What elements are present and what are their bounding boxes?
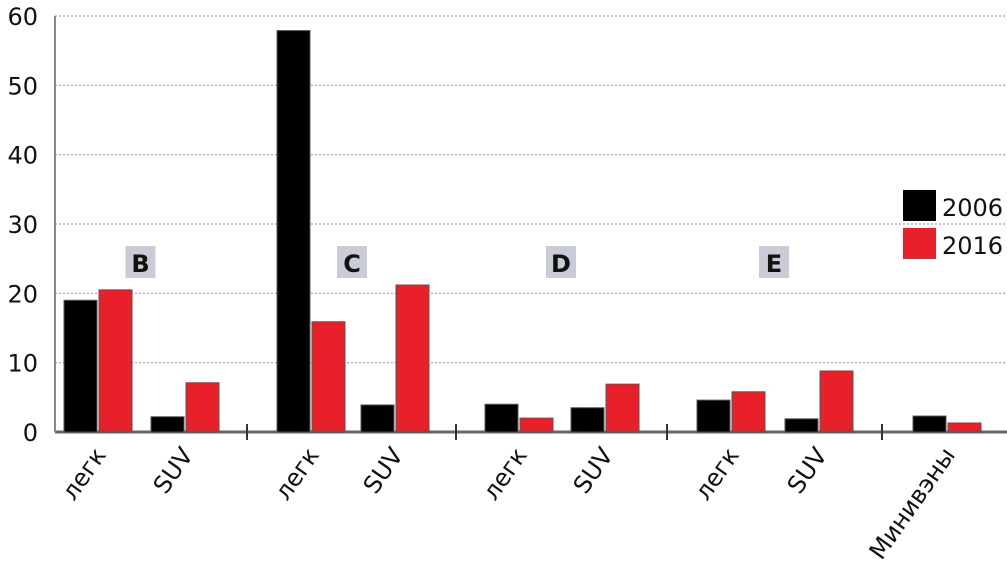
bar: [360, 404, 395, 433]
y-tick-label: 40: [7, 142, 38, 170]
group-label: C: [343, 250, 361, 278]
bar: [63, 299, 98, 433]
legend-label: 2006: [942, 194, 1003, 222]
bar: [570, 407, 605, 433]
bar: [276, 30, 311, 433]
bar: [912, 415, 947, 433]
legend-swatch: [903, 228, 936, 259]
x-tick-label: SUV: [568, 442, 620, 499]
group-label: D: [551, 250, 571, 278]
bar: [150, 416, 185, 433]
y-tick-label: 10: [7, 350, 38, 378]
x-tick-label: легк: [689, 442, 745, 505]
legend-label: 2016: [942, 232, 1003, 260]
bar: [311, 321, 346, 433]
x-tick-label: легк: [269, 442, 325, 505]
group-label-box: [546, 246, 576, 278]
y-tick-label: 50: [7, 72, 38, 100]
bar: [947, 422, 982, 433]
bar: [731, 391, 766, 433]
group-label-box: [759, 246, 789, 278]
bar: [605, 383, 640, 433]
bar: [696, 399, 731, 433]
y-tick-label: 60: [7, 3, 38, 31]
bar: [98, 289, 133, 433]
bar: [519, 417, 554, 433]
y-tick-label: 30: [7, 211, 38, 239]
bar: [185, 382, 220, 433]
bar: [395, 284, 430, 433]
bar: [784, 418, 819, 433]
group-label: E: [766, 250, 782, 278]
bar: [819, 370, 854, 433]
group-label-box: [125, 246, 156, 278]
group-label: B: [131, 250, 149, 278]
x-tick-label: легк: [56, 442, 112, 505]
y-tick-label: 20: [7, 280, 38, 308]
x-tick-label: Минивэны: [864, 442, 961, 564]
x-tick-label: SUV: [148, 442, 200, 499]
group-label-box: [337, 246, 367, 278]
x-tick-label: легк: [477, 442, 533, 505]
bar: [484, 403, 519, 433]
y-tick-label: 0: [23, 419, 38, 447]
x-tick-label: SUV: [782, 442, 834, 499]
legend-swatch: [903, 190, 936, 221]
x-tick-label: SUV: [358, 442, 410, 499]
